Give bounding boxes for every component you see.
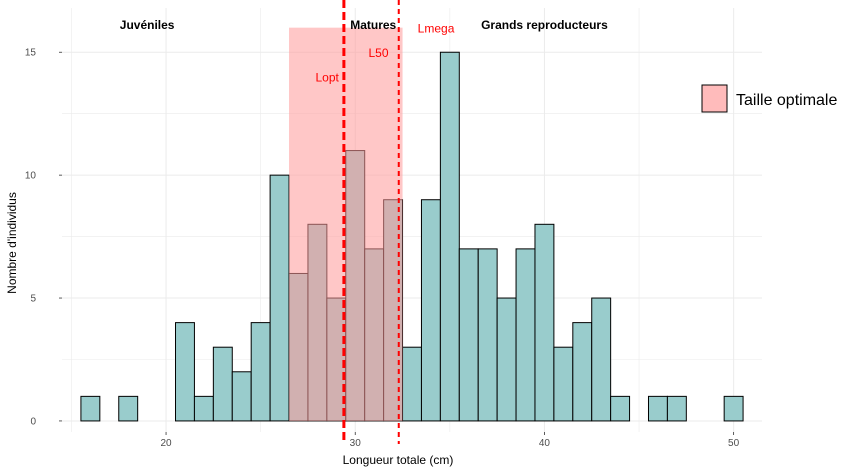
section-labels: Juvéniles Matures Grands reproducteurs (120, 18, 608, 32)
legend: Taille optimale (701, 84, 837, 113)
histogram-bar (80, 395, 101, 422)
histogram-bar (591, 297, 612, 422)
histogram-bar (666, 395, 687, 422)
section-label: Juvéniles (120, 18, 175, 32)
x-tick-label: 40 (539, 438, 551, 449)
histogram-bar (477, 248, 498, 422)
x-tick-label: 30 (350, 438, 362, 449)
histogram-bar (496, 297, 517, 422)
threshold-annotation: Lmega (418, 22, 455, 36)
histogram-bar (193, 395, 214, 422)
histogram-bar (647, 395, 668, 422)
histogram-bar (269, 174, 290, 422)
threshold-annotation: L50 (368, 46, 388, 60)
y-tick-label: 0 (30, 416, 36, 427)
histogram-bar (118, 395, 139, 422)
histogram-bar (610, 395, 631, 422)
x-tick-label: 20 (160, 438, 172, 449)
histogram-bar (439, 51, 460, 422)
y-axis-ticks: 0 5 10 15 (25, 48, 62, 427)
legend-label: Taille optimale (736, 92, 837, 109)
section-label: Grands reproducteurs (481, 18, 608, 32)
x-axis-title: Longueur totale (cm) (343, 453, 454, 467)
histogram-bar (212, 346, 233, 422)
section-label: Matures (350, 18, 396, 32)
histogram-bar (420, 199, 441, 422)
legend-swatch (701, 84, 728, 113)
optimal-band-rect (289, 27, 403, 421)
histogram-bar (175, 322, 195, 422)
histogram-bar (458, 248, 479, 422)
histogram-bar (723, 395, 744, 422)
histogram-bar (231, 371, 252, 422)
threshold-annotations: Lopt L50 Lmega (316, 22, 455, 85)
threshold-lines (342, 0, 400, 444)
y-tick-label: 10 (25, 171, 37, 182)
histogram-bar (515, 248, 536, 422)
histogram-bar (553, 346, 574, 422)
x-axis-ticks: 20 30 40 50 (160, 432, 740, 449)
histogram-bar (250, 322, 271, 422)
y-tick-label: 5 (30, 294, 36, 305)
optimal-size-band (289, 27, 403, 421)
histogram-bar (534, 223, 555, 422)
y-axis-title: Nombre d'individus (5, 192, 19, 294)
histogram-bar (402, 346, 422, 422)
histogram-bar (572, 322, 593, 422)
threshold-annotation: Lopt (316, 71, 340, 85)
x-tick-label: 50 (728, 438, 740, 449)
y-tick-label: 15 (25, 48, 37, 59)
